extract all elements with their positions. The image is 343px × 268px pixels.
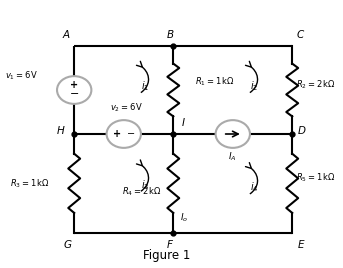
Text: $v_2 = 6\,\mathrm{V}$: $v_2 = 6\,\mathrm{V}$ (110, 101, 144, 114)
Text: $R_1 = 1\,\mathrm{k\Omega}$: $R_1 = 1\,\mathrm{k\Omega}$ (195, 76, 235, 88)
Text: $R_3 = 1\,\mathrm{k\Omega}$: $R_3 = 1\,\mathrm{k\Omega}$ (10, 177, 49, 189)
Circle shape (216, 120, 250, 148)
Text: $i_3$: $i_3$ (141, 178, 150, 192)
Text: −: − (70, 89, 79, 99)
Text: D: D (298, 126, 306, 136)
Text: −: − (127, 129, 135, 139)
Text: A: A (62, 30, 70, 40)
Text: F: F (167, 240, 173, 250)
Text: $i_2$: $i_2$ (250, 79, 258, 93)
Circle shape (57, 76, 91, 104)
Text: G: G (63, 240, 72, 250)
Text: E: E (297, 240, 304, 250)
Text: $I_A$: $I_A$ (228, 150, 237, 163)
Text: +: + (113, 129, 121, 139)
Text: $i_4$: $i_4$ (250, 180, 259, 194)
Text: $R_2 = 2\,\mathrm{k\Omega}$: $R_2 = 2\,\mathrm{k\Omega}$ (296, 79, 335, 91)
Text: $v_1 = 6\,\mathrm{V}$: $v_1 = 6\,\mathrm{V}$ (4, 69, 38, 81)
Text: B: B (166, 30, 174, 40)
Text: $I_o$: $I_o$ (180, 212, 188, 224)
Text: $R_5 = 1\,\mathrm{k\Omega}$: $R_5 = 1\,\mathrm{k\Omega}$ (296, 172, 335, 184)
Text: $R_4 = 2\,\mathrm{k\Omega}$: $R_4 = 2\,\mathrm{k\Omega}$ (122, 185, 162, 198)
Text: $i_1$: $i_1$ (141, 79, 150, 93)
Text: Figure 1: Figure 1 (143, 249, 190, 262)
Circle shape (107, 120, 141, 148)
Text: C: C (297, 30, 304, 40)
Text: I: I (182, 118, 185, 128)
Text: +: + (70, 80, 78, 90)
Text: H: H (57, 126, 65, 136)
